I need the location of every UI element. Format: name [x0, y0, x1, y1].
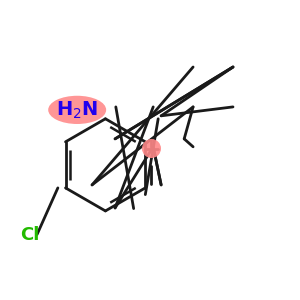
Text: H$_2$N: H$_2$N — [56, 99, 98, 121]
Circle shape — [142, 139, 161, 158]
Ellipse shape — [48, 96, 106, 124]
Text: Cl: Cl — [20, 226, 39, 244]
